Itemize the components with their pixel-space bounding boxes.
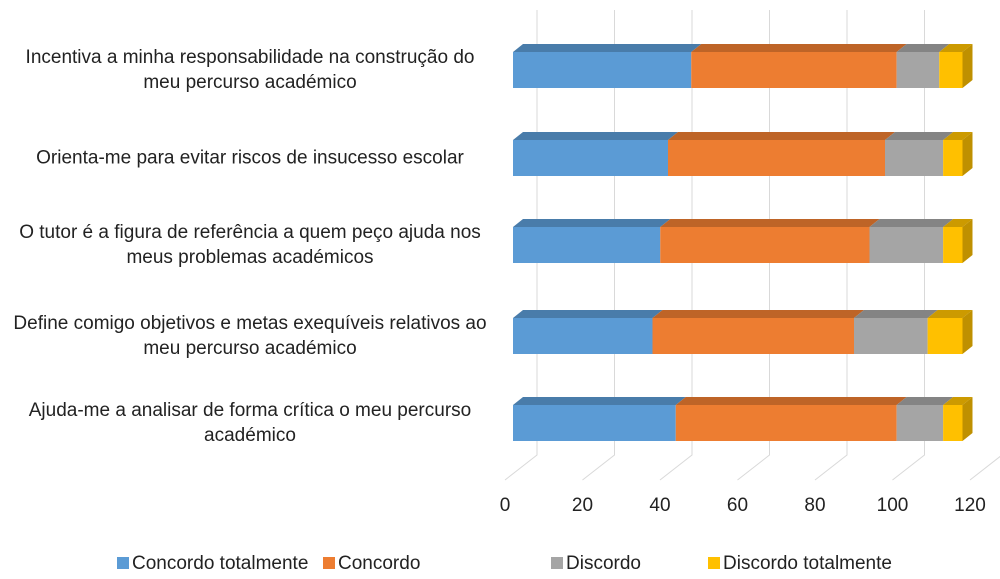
- bar-top: [513, 44, 702, 52]
- bar-top: [675, 397, 907, 405]
- legend-swatch: [117, 557, 129, 569]
- bar-top: [896, 397, 954, 405]
- bar: [943, 227, 963, 263]
- grid-line: [969, 455, 1000, 481]
- bar: [668, 140, 885, 176]
- bar-top: [885, 132, 954, 140]
- y-tick-label: Orienta-me para evitar riscos de insuces…: [36, 147, 464, 169]
- legend-swatch: [551, 557, 563, 569]
- legend-swatch: [323, 557, 335, 569]
- x-tick-label: 0: [500, 495, 511, 516]
- bar: [896, 52, 940, 88]
- bar-top: [513, 219, 671, 227]
- x-tick-label: 40: [649, 495, 670, 516]
- y-tick-label: Define comigo objetivos e metas exequíve…: [13, 313, 487, 359]
- bar: [513, 227, 661, 263]
- bar-top: [660, 219, 880, 227]
- y-tick-label: Incentiva a minha responsabilidade na co…: [25, 47, 475, 93]
- bar-top: [513, 310, 663, 318]
- bar-top: [869, 219, 954, 227]
- bar: [675, 405, 897, 441]
- bar-side: [962, 132, 973, 176]
- bar-top: [513, 397, 686, 405]
- bar: [660, 227, 870, 263]
- bar: [896, 405, 944, 441]
- bar: [513, 140, 668, 176]
- legend-swatch: [708, 557, 720, 569]
- bar: [869, 227, 944, 263]
- bar: [513, 52, 692, 88]
- bar-side: [962, 219, 973, 263]
- bar-top: [943, 397, 973, 405]
- x-tick-label: 60: [727, 495, 748, 516]
- bar: [943, 405, 963, 441]
- x-tick-label: 20: [572, 495, 593, 516]
- bar: [943, 140, 963, 176]
- bar: [513, 318, 653, 354]
- bar-top: [943, 219, 973, 227]
- bar-top: [896, 44, 950, 52]
- bar-top: [668, 132, 895, 140]
- x-tick-label: 80: [804, 495, 825, 516]
- bar-top: [943, 132, 973, 140]
- y-tick-label: O tutor é a figura de referência a quem …: [19, 222, 481, 268]
- bar-top: [513, 132, 678, 140]
- y-tick-label: Ajuda-me a analisar de forma crítica o m…: [28, 400, 472, 446]
- bar: [885, 140, 944, 176]
- legend-label: Concordo: [338, 553, 420, 574]
- bar: [939, 52, 963, 88]
- bar: [513, 405, 676, 441]
- bar-side: [962, 44, 973, 88]
- bar-top: [927, 310, 973, 318]
- bar-side: [962, 310, 973, 354]
- bar-top: [854, 310, 938, 318]
- x-tick-label: 120: [954, 495, 986, 516]
- bar-top: [939, 44, 973, 52]
- x-tick-label: 100: [877, 495, 909, 516]
- legend-label: Concordo totalmente: [132, 553, 308, 574]
- bar-top: [691, 44, 907, 52]
- bar-side: [962, 397, 973, 441]
- legend-label: Discordo totalmente: [723, 553, 892, 574]
- bar: [652, 318, 854, 354]
- bar-top: [652, 310, 864, 318]
- bar: [854, 318, 928, 354]
- bar: [927, 318, 963, 354]
- legend-label: Discordo: [566, 553, 641, 574]
- bar: [691, 52, 897, 88]
